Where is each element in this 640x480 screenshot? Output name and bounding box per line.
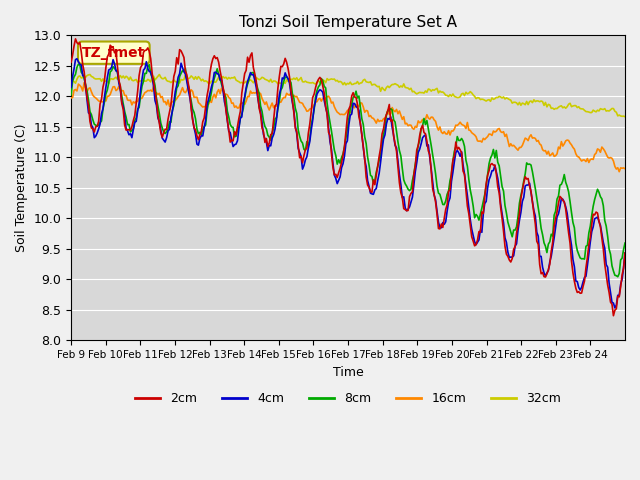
X-axis label: Time: Time — [333, 366, 364, 379]
Text: TZ_fmet: TZ_fmet — [82, 46, 145, 60]
Y-axis label: Soil Temperature (C): Soil Temperature (C) — [15, 124, 28, 252]
Title: Tonzi Soil Temperature Set A: Tonzi Soil Temperature Set A — [239, 15, 457, 30]
Legend: 2cm, 4cm, 8cm, 16cm, 32cm: 2cm, 4cm, 8cm, 16cm, 32cm — [130, 387, 566, 410]
